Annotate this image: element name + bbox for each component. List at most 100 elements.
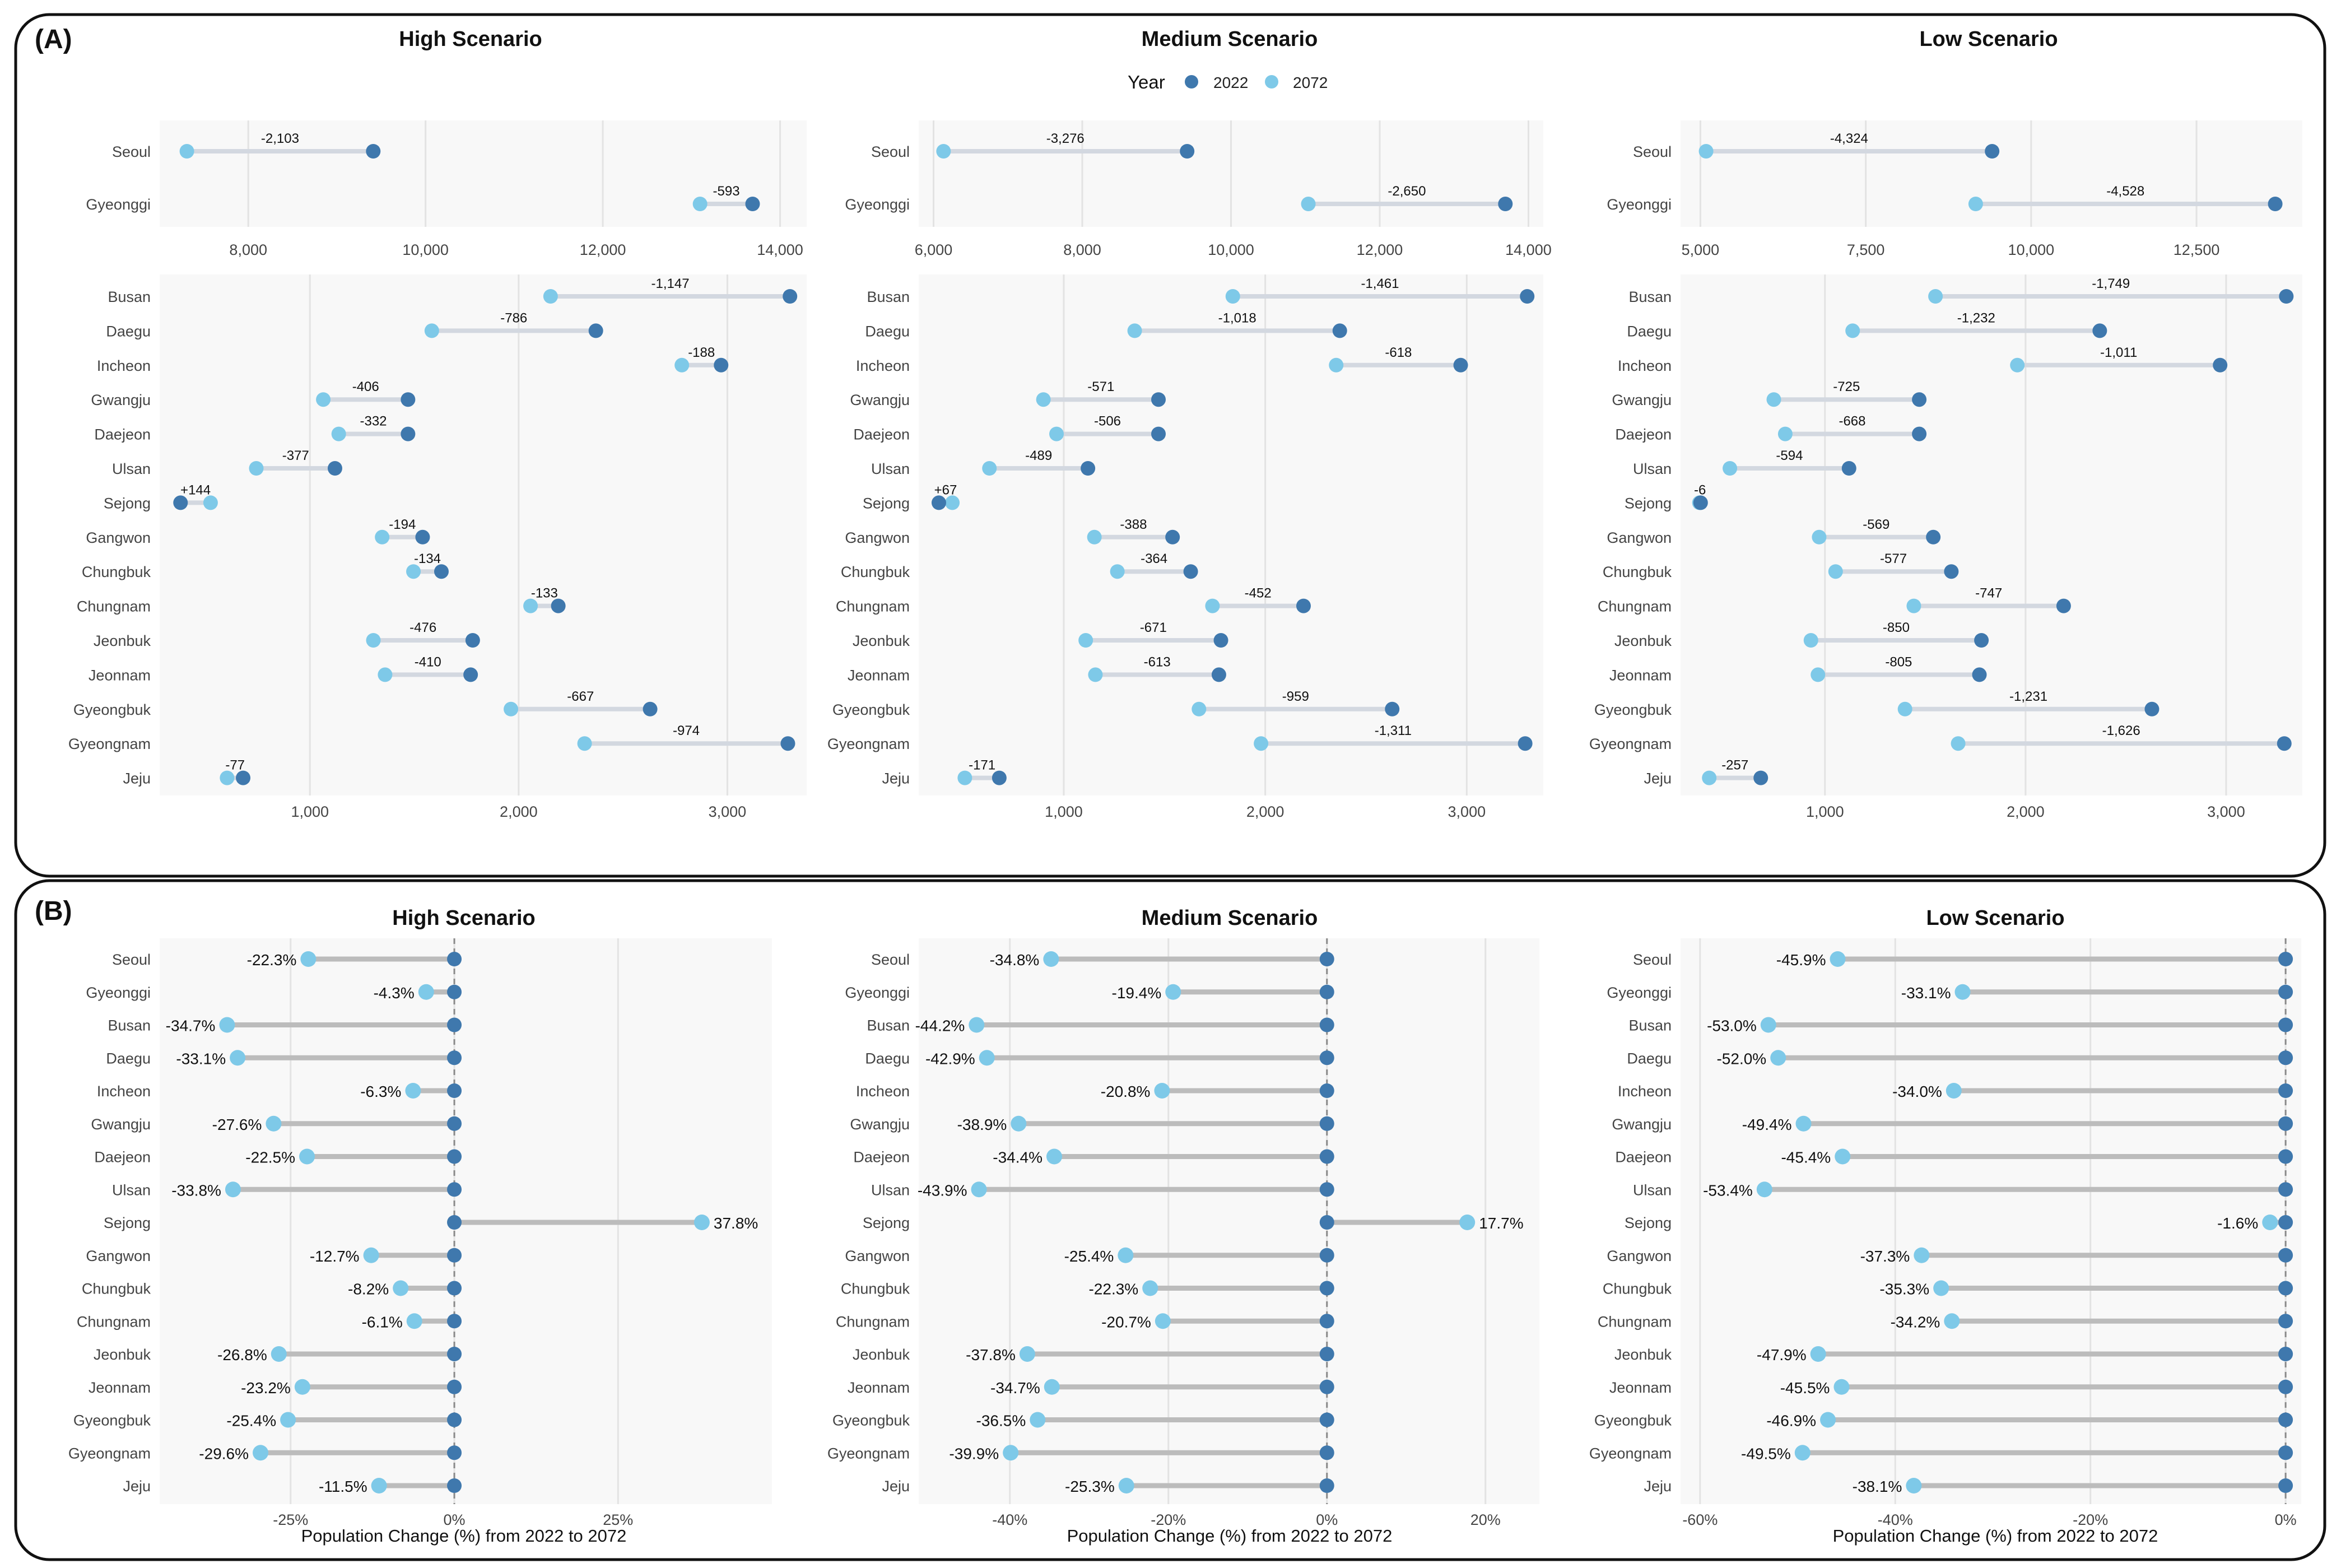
point-2072: [957, 770, 972, 785]
point-2022: [1319, 1248, 1334, 1263]
x-tick-label: 10,000: [1208, 241, 1254, 258]
data-label: -20.8%: [1101, 1083, 1151, 1100]
point-2072: [1803, 633, 1818, 648]
point-2072: [1044, 1379, 1060, 1395]
row-incheon: Incheon -6.3%: [97, 1083, 462, 1100]
data-label: -49.4%: [1742, 1116, 1792, 1133]
point-2072: [1812, 529, 1827, 545]
category-label: Gyeongbuk: [73, 701, 151, 718]
point-2022: [1319, 952, 1334, 966]
point-2072: [523, 598, 538, 613]
category-label: Chungbuk: [1603, 564, 1672, 580]
data-label: -22.3%: [247, 951, 297, 969]
point-2022: [1319, 1182, 1334, 1197]
row-jeonnam: Jeonnam -23.2%: [89, 1379, 462, 1397]
data-label: -667: [567, 689, 594, 704]
row-gyeongbuk: Gyeongbuk -959: [832, 689, 1400, 718]
point-2072: [1036, 392, 1051, 407]
row-jeju: Jeju -11.5%: [123, 1478, 462, 1495]
data-label: -805: [1885, 654, 1912, 669]
point-2072: [674, 357, 690, 373]
point-2072: [694, 1215, 710, 1230]
data-label: -506: [1094, 414, 1121, 429]
chart-b-high-scenario: -25% 0% 25% Seoul -22.3% Gyeonggi -4.3% Busan -3…: [68, 938, 772, 1528]
data-label: -1,011: [2100, 345, 2137, 360]
row-ulsan: Ulsan -33.8%: [112, 1181, 462, 1199]
category-label: Incheon: [1618, 357, 1672, 374]
point-2022: [1319, 1281, 1334, 1296]
data-label: -23.2%: [241, 1379, 291, 1397]
legend-title: Year: [1128, 72, 1165, 92]
category-label: Seoul: [1633, 143, 1672, 160]
row-gyeongnam: Gyeongnam -29.6%: [68, 1445, 462, 1462]
row-chungbuk: Chungbuk -22.3%: [841, 1280, 1334, 1298]
point-2022: [1211, 667, 1226, 682]
point-2022: [1151, 426, 1166, 441]
row-daegu: Daegu -1,018: [865, 310, 1347, 339]
point-2072: [378, 667, 393, 682]
row-sejong: Sejong -6: [1625, 482, 1708, 511]
point-2072: [504, 701, 519, 716]
data-label: -747: [1975, 586, 2002, 601]
row-gyeongnam: Gyeongnam -974: [68, 723, 795, 752]
data-label: -53.4%: [1703, 1181, 1753, 1199]
point-2072: [249, 461, 264, 476]
category-label: Chungbuk: [1603, 1281, 1672, 1297]
point-2022: [745, 197, 760, 211]
row-gangwon: Gangwon -388: [845, 517, 1180, 546]
point-2022: [1926, 529, 1941, 545]
row-daejeon: Daejeon -668: [1615, 414, 1927, 443]
b-title-low: Low Scenario: [1926, 906, 2064, 930]
row-gwangju: Gwangju -38.9%: [850, 1115, 1334, 1133]
point-2072: [253, 1445, 269, 1461]
point-2022: [2277, 736, 2292, 751]
point-2072: [1142, 1280, 1158, 1296]
category-label: Daegu: [106, 1050, 151, 1067]
point-2072: [300, 951, 317, 967]
point-2022: [2278, 1248, 2293, 1263]
point-2022: [2278, 1445, 2293, 1460]
point-2072: [230, 1050, 246, 1066]
data-label: -34.4%: [993, 1149, 1042, 1166]
point-2022: [714, 357, 729, 373]
point-2022: [1753, 770, 1768, 785]
row-jeju: Jeju -171: [882, 758, 1007, 787]
point-2022: [447, 1314, 462, 1329]
data-label: -53.0%: [1707, 1017, 1757, 1035]
point-2072: [405, 1083, 421, 1099]
row-chungnam: Chungnam -20.7%: [836, 1313, 1334, 1330]
point-2022: [588, 323, 603, 338]
category-label: Jeonbuk: [94, 1346, 151, 1363]
data-label: -850: [1883, 620, 1910, 635]
point-2022: [434, 564, 449, 579]
chart-a-bottom-medium-scenario: 1,000 2,000 3,000 Busan -1,461 Daegu -1,018 Inc…: [827, 274, 1543, 820]
chart-a-top-high-scenario: 8,000 10,000 12,000 14,000 Seoul -2,103 Gyeong…: [86, 120, 807, 258]
point-2072: [299, 1148, 315, 1165]
x-tick-label: 5,000: [1682, 241, 1720, 258]
point-2072: [225, 1181, 241, 1198]
data-label: -12.7%: [310, 1248, 360, 1265]
category-label: Seoul: [1633, 951, 1672, 968]
category-label: Chungbuk: [82, 1281, 151, 1297]
category-label: Gangwon: [1607, 1248, 1672, 1264]
x-tick-label: 10,000: [2008, 241, 2055, 258]
legend-swatch-2022: [1185, 75, 1198, 89]
data-label: -959: [1282, 689, 1309, 704]
category-label: Gwangju: [1612, 392, 1672, 408]
point-2022: [783, 289, 798, 304]
data-label: -725: [1833, 379, 1860, 394]
point-2072: [271, 1346, 287, 1362]
point-2022: [447, 1379, 462, 1394]
row-chungbuk: Chungbuk -134: [82, 551, 449, 580]
data-label: -34.8%: [990, 951, 1040, 969]
row-jeju: Jeju -77: [123, 758, 251, 787]
category-label: Gyeongbuk: [1594, 701, 1672, 718]
point-2022: [1319, 1215, 1334, 1230]
row-gyeongbuk: Gyeongbuk -25.4%: [73, 1412, 462, 1430]
category-label: Ulsan: [871, 460, 910, 477]
category-label: Sejong: [1625, 495, 1672, 511]
chart-a-top-medium-scenario: 6,000 8,000 10,000 12,000 14,000 Seoul -3,276 G…: [845, 120, 1552, 258]
point-2072: [1329, 357, 1344, 373]
point-2022: [447, 1017, 462, 1032]
